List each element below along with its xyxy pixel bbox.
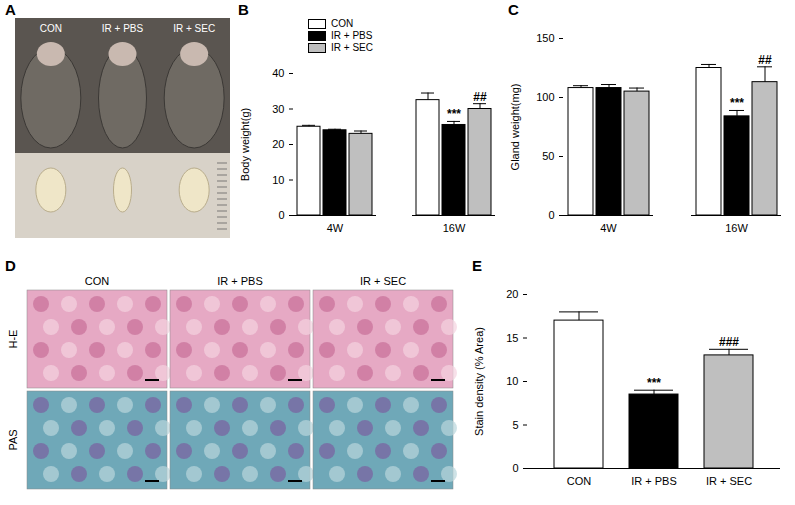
svg-text:20: 20 (272, 138, 284, 150)
html-text:A: A (5, 1, 16, 18)
svg-text:IR + SEC: IR + SEC (173, 23, 215, 34)
svg-text:10: 10 (506, 375, 518, 387)
svg-text:IR + PBS: IR + PBS (631, 475, 677, 487)
svg-text:16W: 16W (443, 222, 466, 234)
svg-text:CON: CON (85, 275, 110, 287)
svg-text:Gland weight(mg): Gland weight(mg) (509, 84, 521, 171)
svg-text:***: *** (730, 96, 744, 110)
html-text:CON: CON (331, 18, 354, 29)
svg-text:IR + PBS: IR + PBS (102, 23, 144, 34)
svg-text:##: ## (758, 53, 772, 67)
svg-text:IR + PBS: IR + PBS (217, 275, 263, 287)
svg-text:H-E: H-E (7, 330, 19, 349)
svg-text:5: 5 (512, 419, 518, 431)
svg-text:15: 15 (506, 332, 518, 344)
html-text:D: D (5, 257, 16, 274)
svg-text:IR + SEC: IR + SEC (706, 475, 752, 487)
svg-text:CON: CON (567, 475, 592, 487)
html-text:C: C (508, 1, 519, 18)
svg-text:##: ## (473, 90, 487, 104)
svg-text:Body weight(g): Body weight(g) (239, 108, 251, 181)
svg-text:0: 0 (512, 462, 518, 474)
svg-text:30: 30 (272, 103, 284, 115)
html-text:IR + PBS: IR + PBS (331, 30, 373, 41)
svg-text:4W: 4W (327, 222, 344, 234)
svg-text:***: *** (647, 376, 661, 390)
svg-text:IR + SEC: IR + SEC (360, 275, 406, 287)
svg-text:Stain density (% Area): Stain density (% Area) (473, 327, 485, 436)
svg-text:###: ### (719, 335, 739, 349)
svg-text:PAS: PAS (7, 429, 19, 450)
svg-text:***: *** (447, 107, 461, 121)
svg-text:50: 50 (542, 150, 554, 162)
svg-text:0: 0 (548, 209, 554, 221)
svg-text:CON: CON (40, 23, 62, 34)
svg-text:16W: 16W (725, 222, 748, 234)
svg-text:20: 20 (506, 288, 518, 300)
svg-text:150: 150 (536, 32, 554, 44)
svg-text:100: 100 (536, 91, 554, 103)
svg-text:10: 10 (272, 174, 284, 186)
html-text:IR + SEC: IR + SEC (331, 42, 373, 53)
svg-text:40: 40 (272, 67, 284, 79)
svg-text:0: 0 (278, 209, 284, 221)
svg-text:4W: 4W (600, 222, 617, 234)
html-text:E: E (472, 257, 482, 274)
html-text:B: B (238, 1, 249, 18)
